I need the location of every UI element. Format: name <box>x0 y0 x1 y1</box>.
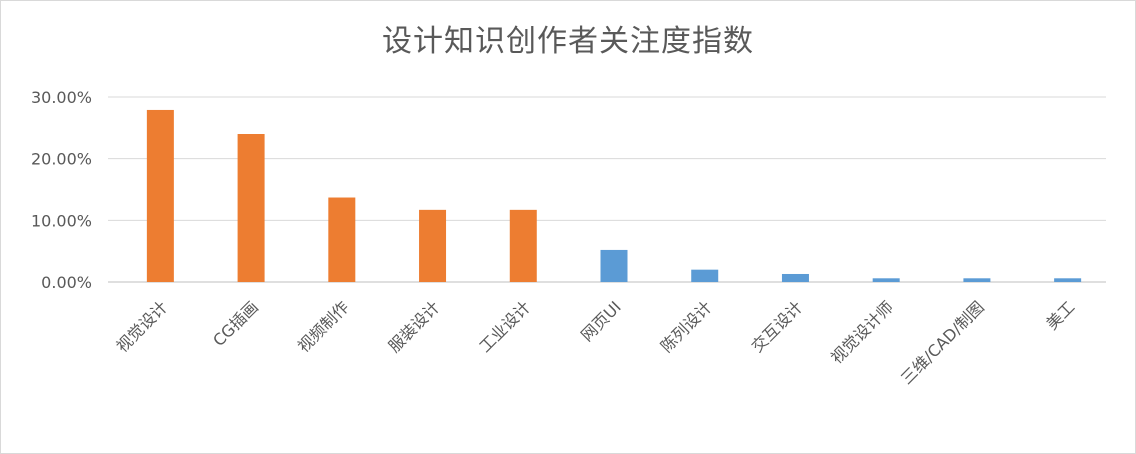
x-category-label: 网页UI <box>577 297 625 345</box>
x-category-label: 视频制作 <box>294 297 353 356</box>
y-tick-label: 10.00% <box>31 211 92 230</box>
bar <box>419 209 447 282</box>
x-category-label: 美工 <box>1042 297 1078 333</box>
x-category-label: 视觉设计师 <box>827 297 897 367</box>
chart-title: 设计知识创作者关注度指数 <box>382 24 754 59</box>
bar <box>963 278 991 282</box>
x-category-label: 交互设计 <box>748 297 807 356</box>
x-category-label: 视觉设计 <box>112 297 171 356</box>
y-tick-label: 0.00% <box>41 273 92 292</box>
bar <box>328 197 356 282</box>
x-category-label: 服装设计 <box>385 297 444 356</box>
bar <box>1054 278 1082 282</box>
bar <box>600 249 628 282</box>
bar <box>237 134 265 282</box>
bar <box>146 109 174 282</box>
bar <box>691 269 719 282</box>
bar <box>872 278 900 282</box>
bar <box>781 273 809 282</box>
y-tick-label: 30.00% <box>31 88 92 107</box>
x-category-label: CG插画 <box>209 297 262 350</box>
x-category-label: 三维/CAD/制图 <box>897 297 988 388</box>
x-category-label: 工业设计 <box>475 297 534 356</box>
bar <box>509 209 537 282</box>
y-tick-label: 20.00% <box>31 150 92 169</box>
x-category-label: 陈列设计 <box>657 297 716 356</box>
